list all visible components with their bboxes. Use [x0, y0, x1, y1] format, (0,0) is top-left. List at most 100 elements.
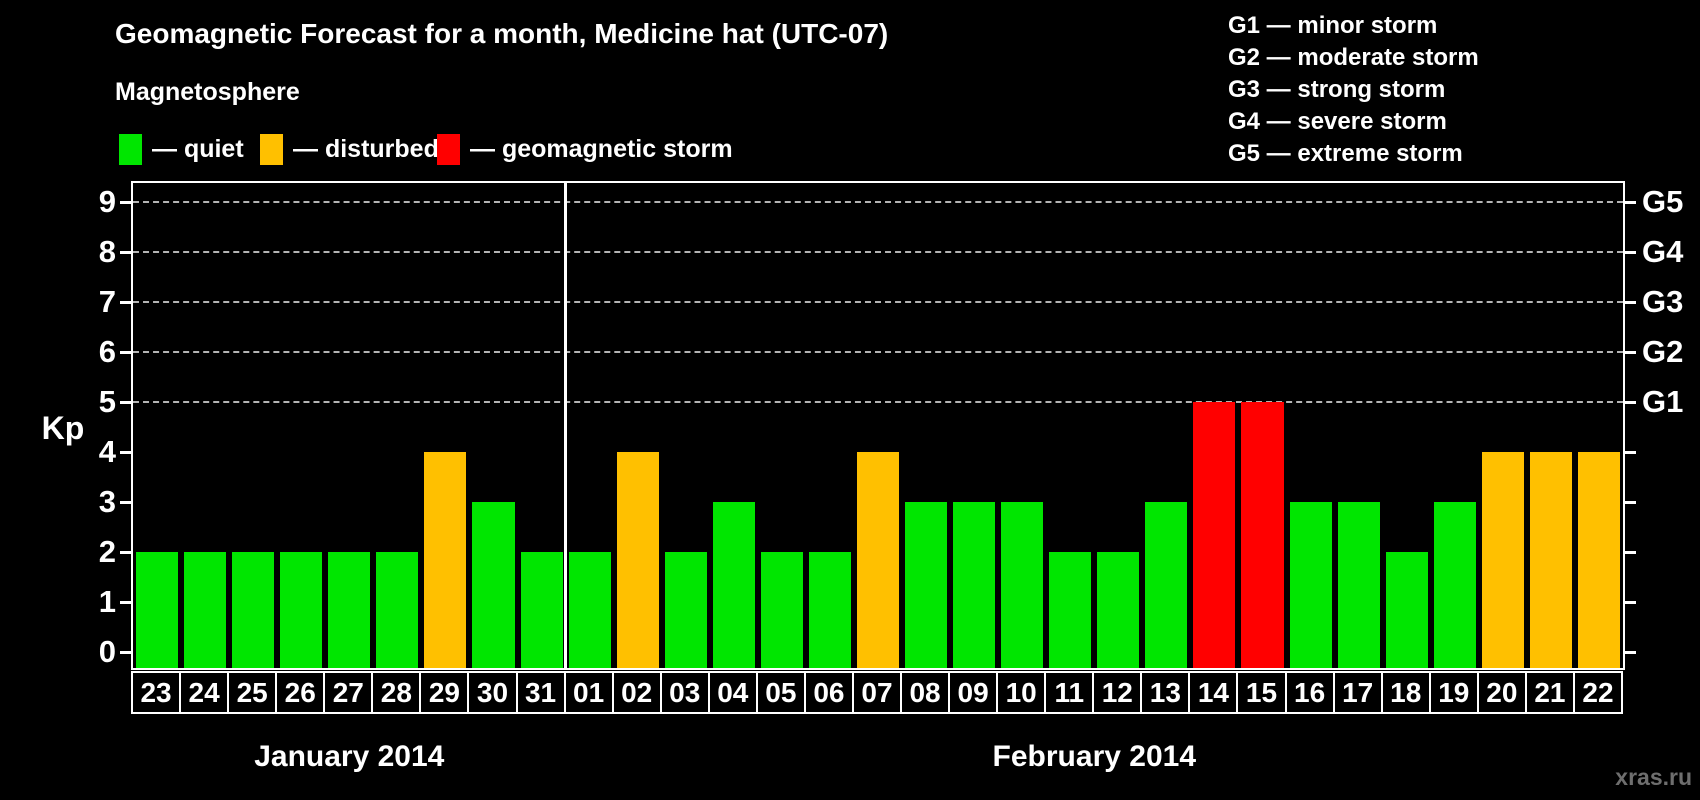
- bar-february-10: [1001, 502, 1044, 668]
- month-separator: [564, 183, 568, 668]
- day-label-cell: 15: [1236, 671, 1287, 714]
- bar-january-27: [328, 552, 371, 668]
- bar-january-24: [184, 552, 227, 668]
- bar-january-28: [376, 552, 419, 668]
- bar-february-14: [1193, 402, 1236, 668]
- day-label-cell: 13: [1140, 671, 1191, 714]
- kp-tick-label-4: 4: [98, 434, 116, 469]
- g-tick-label-g4: G4: [1642, 234, 1684, 269]
- axis-tick: [1625, 551, 1636, 554]
- day-label-cell: 05: [755, 671, 806, 714]
- g-tick-label-g3: G3: [1642, 284, 1684, 319]
- axis-tick: [1625, 251, 1636, 254]
- bar-february-09: [953, 502, 996, 668]
- axis-tick: [120, 351, 131, 354]
- bar-february-03: [664, 552, 707, 668]
- magnetosphere-label: Magnetosphere: [115, 78, 300, 106]
- g-legend-item-g3: G3 — strong storm: [1228, 76, 1446, 103]
- axis-tick: [1625, 501, 1636, 504]
- gridline-kp8: [133, 251, 1623, 253]
- bar-february-08: [905, 502, 948, 668]
- legend-item-quiet: — quiet: [119, 133, 244, 165]
- axis-tick: [120, 201, 131, 204]
- day-label-cell: 26: [275, 671, 326, 714]
- gridline-kp5: [133, 401, 1623, 403]
- legend-item-disturbed: — disturbed: [260, 133, 439, 165]
- gridline-kp7: [133, 301, 1623, 303]
- g-tick-label-g2: G2: [1642, 334, 1684, 369]
- kp-tick-label-1: 1: [98, 584, 116, 619]
- bar-january-26: [280, 552, 323, 668]
- day-label-cell: 04: [707, 671, 758, 714]
- day-label-cell: 09: [948, 671, 999, 714]
- axis-tick: [1625, 201, 1636, 204]
- day-label-cell: 17: [1332, 671, 1383, 714]
- bar-february-13: [1145, 502, 1188, 668]
- bar-february-01: [568, 552, 611, 668]
- day-label-cell: 25: [227, 671, 278, 714]
- bar-february-19: [1433, 502, 1476, 668]
- g-legend-item-g5: G5 — extreme storm: [1228, 140, 1463, 167]
- bar-february-18: [1385, 552, 1428, 668]
- day-label-cell: 19: [1428, 671, 1479, 714]
- g-scale-legend: G1 — minor storm G2 — moderate storm G3 …: [1228, 10, 1479, 170]
- axis-tick: [120, 551, 131, 554]
- bar-february-05: [760, 552, 803, 668]
- kp-tick-label-2: 2: [98, 534, 116, 569]
- day-label-cell: 07: [851, 671, 903, 714]
- axis-tick: [1625, 651, 1636, 654]
- bar-february-12: [1097, 552, 1140, 668]
- kp-tick-label-7: 7: [98, 284, 116, 319]
- axis-tick: [120, 601, 131, 604]
- watermark: xras.ru: [1615, 764, 1692, 790]
- bar-january-23: [136, 552, 179, 668]
- month-label-february: February 2014: [992, 740, 1196, 773]
- axis-tick: [120, 401, 131, 404]
- day-label-cell: 31: [515, 671, 566, 714]
- plot-area: [131, 181, 1625, 670]
- bar-february-20: [1481, 452, 1524, 668]
- day-label-cell: 29: [419, 671, 470, 714]
- day-label-cell: 21: [1524, 671, 1575, 714]
- kp-tick-label-6: 6: [98, 334, 116, 369]
- bar-january-29: [424, 452, 467, 668]
- day-label-cell: 24: [179, 671, 230, 714]
- day-label-cell: 12: [1092, 671, 1143, 714]
- axis-tick: [1625, 401, 1636, 404]
- bar-february-21: [1529, 452, 1572, 668]
- bar-february-22: [1577, 452, 1620, 668]
- day-label-cell: 22: [1572, 671, 1623, 714]
- bar-february-02: [616, 452, 659, 668]
- bar-january-30: [472, 502, 515, 668]
- day-label-cell: 03: [659, 671, 710, 714]
- day-label-cell: 08: [900, 671, 951, 714]
- axis-tick: [1625, 351, 1636, 354]
- kp-tick-label-5: 5: [98, 384, 116, 419]
- gridline-kp6: [133, 351, 1623, 353]
- g-legend-item-g2: G2 — moderate storm: [1228, 44, 1479, 71]
- g-legend-item-g4: G4 — severe storm: [1228, 108, 1447, 135]
- legend-label-storm: — geomagnetic storm: [470, 134, 733, 163]
- bar-february-07: [856, 452, 900, 668]
- disturbed-swatch-icon: [260, 133, 283, 165]
- axis-tick: [1625, 601, 1636, 604]
- day-label-cell: 11: [1044, 671, 1095, 714]
- axis-tick: [1625, 301, 1636, 304]
- day-label-cell: 02: [611, 671, 662, 714]
- axis-tick: [120, 651, 131, 654]
- day-label-cell: 14: [1188, 671, 1239, 714]
- kp-axis-label: Kp: [41, 410, 85, 446]
- axis-tick: [120, 301, 131, 304]
- g-legend-item-g1: G1 — minor storm: [1228, 12, 1438, 39]
- g-tick-label-g1: G1: [1642, 384, 1684, 419]
- kp-tick-label-0: 0: [98, 634, 116, 669]
- month-label-january: January 2014: [254, 740, 445, 773]
- gridline-kp9: [133, 201, 1623, 203]
- storm-swatch-icon: [437, 133, 460, 165]
- day-label-cell: 01: [563, 671, 614, 714]
- bar-february-04: [712, 502, 755, 668]
- axis-tick: [120, 501, 131, 504]
- day-label-cell: 27: [323, 671, 374, 714]
- day-label-cell: 23: [131, 671, 182, 714]
